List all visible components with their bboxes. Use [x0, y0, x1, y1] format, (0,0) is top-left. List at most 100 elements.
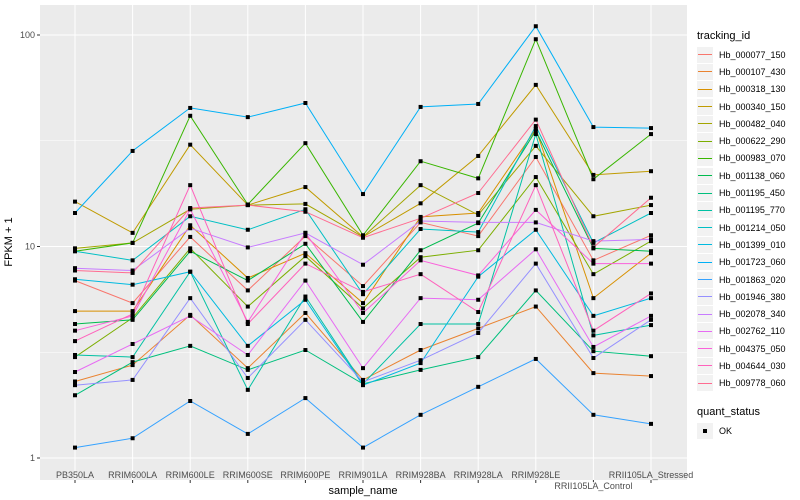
data-point [418, 218, 423, 223]
legend-item: Hb_004644_030 [697, 357, 786, 374]
data-point [73, 355, 77, 360]
data-point [649, 233, 653, 238]
data-point [533, 24, 538, 29]
series-points [73, 24, 653, 450]
x-tick-label: RRIM928BA [396, 470, 446, 480]
line-key-icon [697, 202, 713, 219]
line-key-icon [697, 98, 713, 115]
data-point [73, 339, 77, 344]
line-key-icon [697, 185, 713, 202]
data-point [303, 310, 308, 315]
data-point [73, 370, 77, 375]
data-point [188, 142, 193, 147]
y-axis: 1 10 100 [20, 30, 40, 463]
data-point [245, 203, 250, 208]
data-point [649, 323, 653, 328]
data-point [649, 354, 653, 359]
data-point [649, 169, 653, 174]
data-point [418, 412, 423, 417]
data-point [73, 211, 77, 216]
x-tick-label: RRIM928LA [454, 470, 503, 480]
data-point [476, 153, 481, 158]
data-point [476, 176, 481, 181]
x-tick-label: RRIM600SE [223, 470, 273, 480]
data-point [188, 296, 193, 301]
data-point [73, 322, 77, 327]
data-point [188, 214, 193, 219]
legend-label: Hb_000983_070 [719, 153, 786, 164]
line-key-icon [697, 357, 713, 374]
data-point [73, 246, 77, 251]
data-point [591, 272, 596, 277]
data-point [649, 296, 653, 301]
data-point [188, 183, 193, 188]
data-point [303, 201, 308, 206]
data-point [245, 367, 250, 372]
data-point [476, 234, 481, 239]
y-tick-label: 10 [25, 242, 35, 252]
data-point [303, 294, 308, 299]
data-point [476, 212, 481, 217]
line-key-icon [697, 133, 713, 150]
data-point [418, 183, 423, 188]
legend-label: Hb_001723_060 [719, 257, 786, 268]
line-key-icon [697, 115, 713, 132]
data-point [73, 266, 77, 271]
legend-item-ok: OK [697, 422, 786, 439]
data-point [591, 125, 596, 130]
legend-label: Hb_001195_770 [719, 205, 785, 216]
data-point [130, 258, 135, 263]
legend-item: Hb_001195_450 [697, 184, 786, 202]
data-point [533, 288, 538, 293]
data-point [303, 241, 308, 246]
data-point [361, 292, 365, 297]
data-point [303, 185, 308, 190]
data-point [649, 249, 653, 254]
data-point [130, 268, 135, 273]
data-point [303, 100, 308, 105]
data-point [649, 421, 653, 426]
data-point [361, 284, 365, 289]
x-tick-label: RRIM600LE [166, 470, 215, 480]
legend-item: Hb_004375_050 [697, 340, 786, 357]
y-tick-label: 1 [30, 453, 35, 463]
data-point [476, 297, 481, 302]
data-point [303, 348, 308, 353]
data-point [130, 282, 135, 287]
data-point [303, 254, 308, 259]
x-tick-label: RRIM901LA [338, 470, 387, 480]
data-point [418, 258, 423, 263]
legend-title: tracking_id [697, 30, 751, 42]
data-point [533, 261, 538, 266]
data-point [130, 355, 135, 360]
data-point [245, 352, 250, 357]
data-point [73, 268, 77, 273]
legend-label: Hb_001946_380 [719, 291, 786, 302]
line-key-icon [697, 46, 713, 63]
data-point [476, 330, 481, 335]
data-point [418, 322, 423, 327]
legend-label: Hb_000077_150 [719, 49, 786, 60]
data-point [418, 348, 423, 353]
data-point [418, 248, 423, 253]
data-point [303, 141, 308, 146]
data-point [73, 199, 77, 204]
data-point [533, 175, 538, 180]
data-point [476, 322, 481, 327]
data-point [73, 379, 77, 384]
line-key-icon [697, 150, 713, 167]
legend-item: Hb_001946_380 [697, 288, 786, 305]
data-point [591, 214, 596, 219]
legend-item: Hb_000983_070 [697, 150, 786, 167]
data-point [188, 226, 193, 231]
legend-label: Hb_001214_050 [719, 222, 786, 233]
legend-label: Hb_001138_060 [719, 170, 785, 181]
data-point [361, 235, 365, 240]
data-point [476, 273, 481, 278]
data-point [303, 209, 308, 214]
data-point [188, 234, 193, 239]
data-point [418, 216, 423, 221]
data-point [188, 113, 193, 118]
line-key-icon [697, 271, 713, 288]
data-point [476, 326, 481, 331]
